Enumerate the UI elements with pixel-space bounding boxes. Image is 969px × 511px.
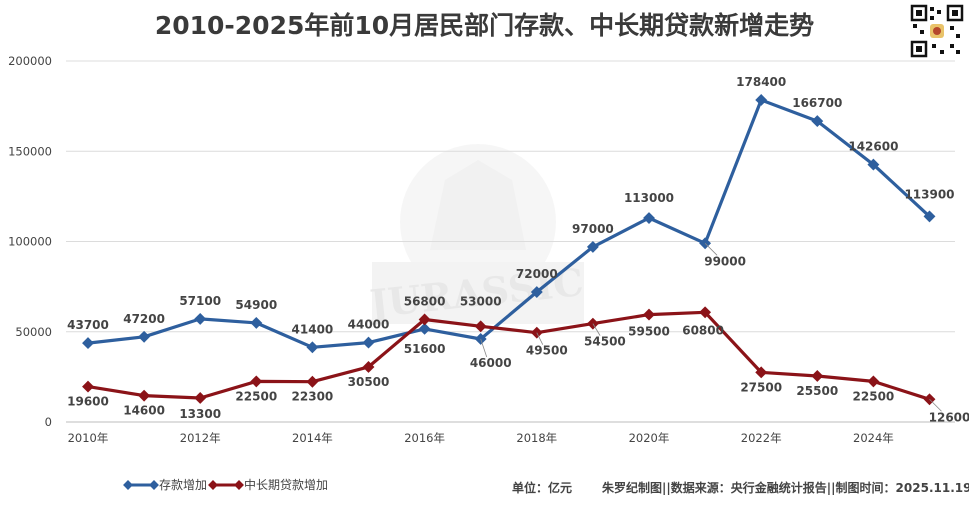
label-leader: [480, 338, 488, 358]
legend-label: 中长期贷款增加: [244, 477, 328, 492]
data-label: 22500: [853, 389, 895, 403]
data-point: [82, 380, 94, 393]
legend: 存款增加 中长期贷款增加: [123, 477, 328, 492]
legend-marker: [149, 480, 159, 490]
y-tick-label: 100000: [8, 235, 52, 249]
y-tick-label: 150000: [8, 144, 52, 158]
data-label: 51600: [404, 342, 446, 356]
x-tick-label: 2020年: [629, 431, 670, 445]
legend-deposit: 存款增加: [123, 478, 207, 492]
label-leader: [536, 332, 544, 345]
data-label: 59500: [628, 325, 670, 339]
x-tick-label: 2018年: [516, 431, 557, 445]
watermark-logo: JURASSIC: [365, 144, 585, 326]
data-label: 53000: [460, 294, 502, 308]
data-label: 178400: [736, 75, 786, 89]
data-point: [643, 308, 655, 321]
data-point: [699, 306, 712, 319]
data-point: [250, 375, 263, 388]
footer: 单位：亿元 朱罗纪制图||数据来源：央行金融统计报告||制图时间：2025.11.…: [512, 479, 969, 496]
data-point: [250, 316, 263, 329]
data-point: [306, 341, 319, 354]
data-point: [643, 212, 655, 224]
x-tick-label: 2016年: [404, 431, 445, 445]
data-label: 54900: [235, 298, 277, 312]
x-tick-label: 2022年: [741, 431, 782, 445]
data-label: 54500: [584, 335, 626, 349]
source-note: 朱罗纪制图||数据来源：央行金融统计报告||制图时间：2025.11.19: [602, 481, 969, 495]
data-point: [138, 389, 151, 402]
legend-marker: [234, 480, 244, 490]
y-tick-label: 50000: [15, 325, 52, 339]
data-label: 49500: [526, 344, 568, 358]
legend-marker: [208, 480, 218, 490]
data-label: 113000: [624, 191, 674, 205]
x-tick-label: 2024年: [853, 431, 894, 445]
data-point: [194, 392, 207, 404]
data-label: 12600: [929, 410, 969, 424]
unit-note: 单位：亿元: [512, 481, 573, 495]
data-label: 56800: [404, 294, 446, 308]
data-label: 13300: [179, 407, 221, 421]
data-point: [586, 317, 599, 330]
legend-marker: [123, 480, 133, 490]
data-label: 44000: [348, 318, 390, 332]
data-label: 166700: [792, 96, 842, 110]
data-point: [362, 361, 375, 373]
data-labels: 43700 47200 57100 54900 41400 44000 51600 46000…: [67, 75, 969, 424]
data-label: 46000: [470, 356, 512, 370]
data-label: 25500: [796, 384, 838, 398]
series-line-loan: [87, 310, 930, 401]
data-point: [418, 313, 431, 326]
data-label: 113900: [904, 187, 954, 201]
data-point: [82, 337, 94, 350]
data-point: [194, 312, 207, 325]
data-label: 47200: [123, 312, 165, 326]
x-axis: 2010年 2012年 2014年 2016年 2018年 2020年 2022年 2024年: [66, 421, 955, 445]
data-point: [138, 330, 151, 343]
qr-code-icon: [910, 4, 964, 58]
data-label: 30500: [348, 375, 390, 389]
data-label: 57100: [179, 294, 221, 308]
label-leader: [929, 398, 942, 412]
chart-title: 2010-2025年前10月居民部门存款、中长期贷款新增走势: [154, 11, 815, 40]
data-point: [474, 320, 487, 333]
x-tick-label: 2012年: [180, 431, 221, 445]
data-label: 43700: [67, 318, 109, 332]
data-point: [867, 375, 880, 388]
label-leader: [592, 323, 601, 336]
legend-label: 存款增加: [159, 478, 207, 492]
data-label: 72000: [516, 267, 558, 281]
data-point: [867, 158, 880, 171]
data-label: 142600: [848, 140, 898, 154]
data-point: [474, 333, 487, 345]
data-label: 14600: [123, 404, 165, 418]
data-label: 41400: [292, 322, 334, 336]
series-line-deposit: [87, 98, 931, 349]
data-point: [811, 370, 824, 382]
label-leader: [704, 243, 718, 256]
legend-loan: 中长期贷款增加: [208, 477, 328, 492]
data-label: 19600: [67, 395, 109, 409]
data-label: 27500: [740, 380, 782, 394]
data-label: 99000: [704, 254, 746, 268]
data-point: [586, 240, 599, 253]
data-point: [418, 322, 431, 335]
y-tick-label: 0: [45, 415, 52, 429]
data-label: 97000: [572, 222, 614, 236]
y-tick-label: 200000: [8, 54, 52, 68]
data-label: 22300: [292, 390, 334, 404]
data-point: [755, 94, 768, 106]
data-label: 22500: [235, 389, 277, 403]
data-point: [306, 375, 319, 388]
y-axis: 0 50000 100000 150000 200000: [8, 54, 52, 429]
data-point: [362, 336, 375, 349]
data-point: [530, 286, 543, 298]
x-tick-label: 2014年: [292, 431, 333, 445]
data-label: 60800: [682, 323, 724, 337]
x-tick-label: 2010年: [68, 431, 109, 445]
